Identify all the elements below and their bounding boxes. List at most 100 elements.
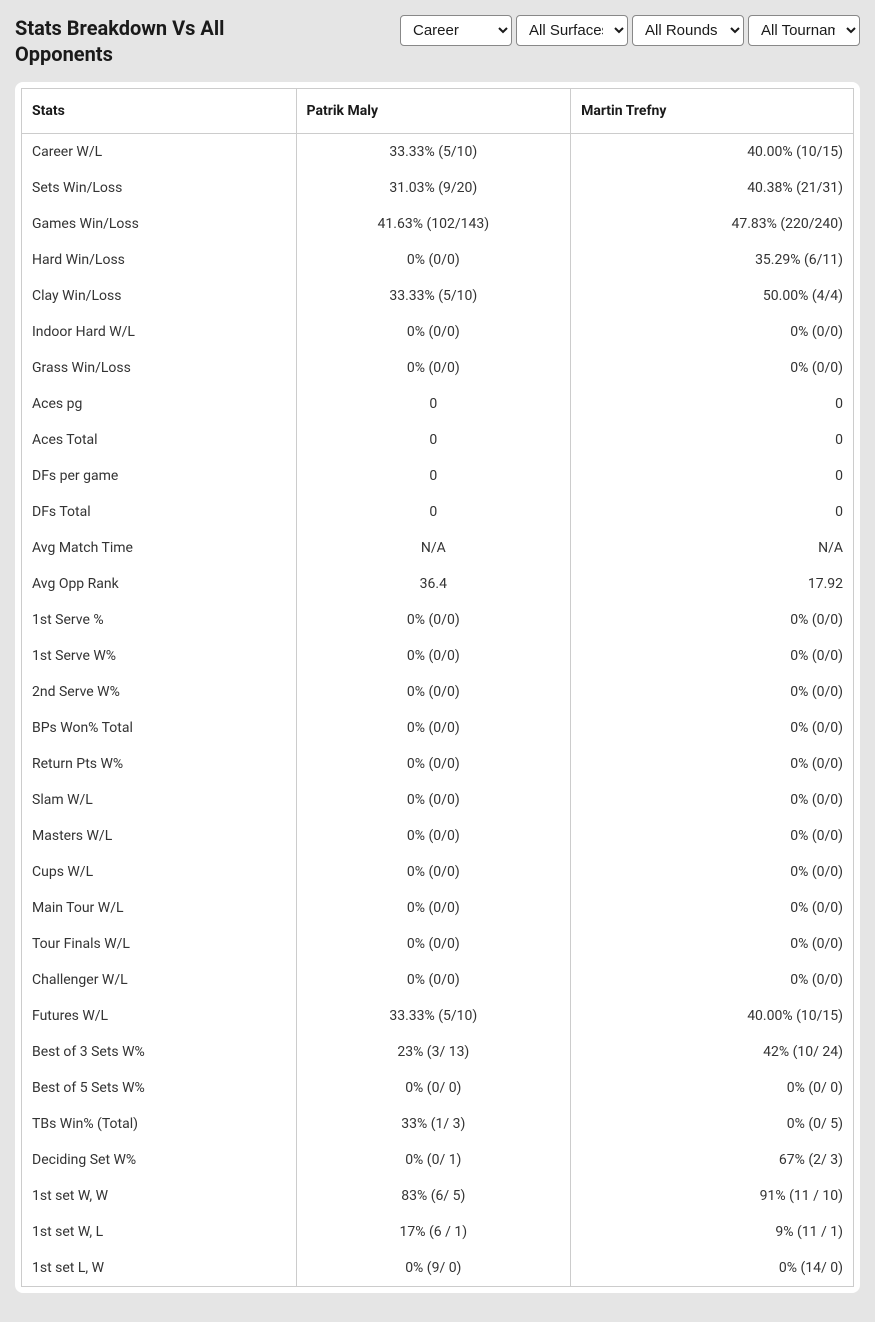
stat-name-cell: Best of 3 Sets W% [22,1034,297,1070]
player1-cell: 23% (3/ 13) [296,1034,571,1070]
player2-cell: 0% (0/0) [571,350,854,386]
stats-table: Stats Patrik Maly Martin Trefny Career W… [21,88,854,1287]
stat-name-cell: Challenger W/L [22,962,297,998]
player2-cell: 0% (0/ 5) [571,1106,854,1142]
stat-name-cell: 1st Serve % [22,602,297,638]
header-player2: Martin Trefny [571,89,854,134]
stats-table-container: Stats Patrik Maly Martin Trefny Career W… [15,82,860,1293]
table-row: Slam W/L0% (0/0)0% (0/0) [22,782,854,818]
stat-name-cell: TBs Win% (Total) [22,1106,297,1142]
player2-cell: 0% (0/0) [571,890,854,926]
stat-name-cell: Indoor Hard W/L [22,314,297,350]
player1-cell: 0% (0/ 1) [296,1142,571,1178]
player2-cell: 9% (11 / 1) [571,1214,854,1250]
stat-name-cell: Cups W/L [22,854,297,890]
player1-cell: 0 [296,386,571,422]
table-row: 1st set W, W83% (6/ 5)91% (11 / 10) [22,1178,854,1214]
stat-name-cell: Career W/L [22,134,297,171]
table-row: Tour Finals W/L0% (0/0)0% (0/0) [22,926,854,962]
table-row: TBs Win% (Total)33% (1/ 3)0% (0/ 5) [22,1106,854,1142]
header-row: Stats Breakdown Vs All Opponents Career … [15,15,860,67]
player1-cell: 83% (6/ 5) [296,1178,571,1214]
player1-cell: 0% (0/0) [296,638,571,674]
stat-name-cell: DFs per game [22,458,297,494]
header-player1: Patrik Maly [296,89,571,134]
player1-cell: 0% (0/0) [296,314,571,350]
stat-name-cell: Games Win/Loss [22,206,297,242]
stat-name-cell: Sets Win/Loss [22,170,297,206]
player2-cell: 42% (10/ 24) [571,1034,854,1070]
player1-cell: 0% (0/0) [296,710,571,746]
player1-cell: 0% (0/0) [296,674,571,710]
player1-cell: 33.33% (5/10) [296,278,571,314]
player2-cell: 35.29% (6/11) [571,242,854,278]
player2-cell: 47.83% (220/240) [571,206,854,242]
table-header-row: Stats Patrik Maly Martin Trefny [22,89,854,134]
player2-cell: 17.92 [571,566,854,602]
player2-cell: 0% (0/0) [571,602,854,638]
player2-cell: 0% (0/0) [571,314,854,350]
stat-name-cell: Return Pts W% [22,746,297,782]
stat-name-cell: Grass Win/Loss [22,350,297,386]
player2-cell: 67% (2/ 3) [571,1142,854,1178]
table-row: 1st set L, W0% (9/ 0)0% (14/ 0) [22,1250,854,1287]
player1-cell: 0% (0/0) [296,350,571,386]
player1-cell: 0% (0/0) [296,746,571,782]
table-row: Futures W/L33.33% (5/10)40.00% (10/15) [22,998,854,1034]
stat-name-cell: Best of 5 Sets W% [22,1070,297,1106]
player1-cell: 36.4 [296,566,571,602]
table-row: Hard Win/Loss0% (0/0)35.29% (6/11) [22,242,854,278]
table-row: 1st set W, L17% (6 / 1)9% (11 / 1) [22,1214,854,1250]
player2-cell: 0 [571,386,854,422]
table-row: 1st Serve W%0% (0/0)0% (0/0) [22,638,854,674]
player1-cell: 0 [296,458,571,494]
player2-cell: N/A [571,530,854,566]
player2-cell: 40.00% (10/15) [571,134,854,171]
stat-name-cell: Clay Win/Loss [22,278,297,314]
table-row: Challenger W/L0% (0/0)0% (0/0) [22,962,854,998]
player2-cell: 0% (0/0) [571,818,854,854]
player1-cell: 0% (0/0) [296,926,571,962]
stat-name-cell: Masters W/L [22,818,297,854]
player1-cell: 41.63% (102/143) [296,206,571,242]
period-select[interactable]: Career [400,15,512,46]
table-row: Main Tour W/L0% (0/0)0% (0/0) [22,890,854,926]
player1-cell: 0% (9/ 0) [296,1250,571,1287]
table-row: Return Pts W%0% (0/0)0% (0/0) [22,746,854,782]
player2-cell: 0% (0/0) [571,854,854,890]
stat-name-cell: Avg Opp Rank [22,566,297,602]
stat-name-cell: Aces pg [22,386,297,422]
player1-cell: 0 [296,422,571,458]
table-row: Indoor Hard W/L0% (0/0)0% (0/0) [22,314,854,350]
player2-cell: 0 [571,458,854,494]
tournaments-select[interactable]: All Tournaments [748,15,860,46]
table-row: Sets Win/Loss31.03% (9/20)40.38% (21/31) [22,170,854,206]
rounds-select[interactable]: All Rounds [632,15,744,46]
stat-name-cell: BPs Won% Total [22,710,297,746]
player2-cell: 0% (0/0) [571,926,854,962]
player2-cell: 91% (11 / 10) [571,1178,854,1214]
stat-name-cell: Avg Match Time [22,530,297,566]
stat-name-cell: 1st set W, L [22,1214,297,1250]
page-title: Stats Breakdown Vs All Opponents [15,15,315,67]
table-row: Masters W/L0% (0/0)0% (0/0) [22,818,854,854]
table-row: DFs per game00 [22,458,854,494]
stats-table-body: Career W/L33.33% (5/10)40.00% (10/15)Set… [22,134,854,1287]
surface-select[interactable]: All Surfaces [516,15,628,46]
stat-name-cell: 1st Serve W% [22,638,297,674]
player2-cell: 0% (0/0) [571,674,854,710]
table-row: Deciding Set W%0% (0/ 1)67% (2/ 3) [22,1142,854,1178]
table-row: Aces pg00 [22,386,854,422]
player1-cell: 0% (0/0) [296,782,571,818]
player2-cell: 0% (0/0) [571,638,854,674]
player1-cell: 0% (0/0) [296,854,571,890]
table-row: Grass Win/Loss0% (0/0)0% (0/0) [22,350,854,386]
player2-cell: 0 [571,422,854,458]
table-row: Best of 5 Sets W%0% (0/ 0)0% (0/ 0) [22,1070,854,1106]
table-row: BPs Won% Total0% (0/0)0% (0/0) [22,710,854,746]
stat-name-cell: Tour Finals W/L [22,926,297,962]
table-row: Cups W/L0% (0/0)0% (0/0) [22,854,854,890]
table-row: Career W/L33.33% (5/10)40.00% (10/15) [22,134,854,171]
table-row: Avg Opp Rank36.417.92 [22,566,854,602]
player2-cell: 0% (0/0) [571,782,854,818]
